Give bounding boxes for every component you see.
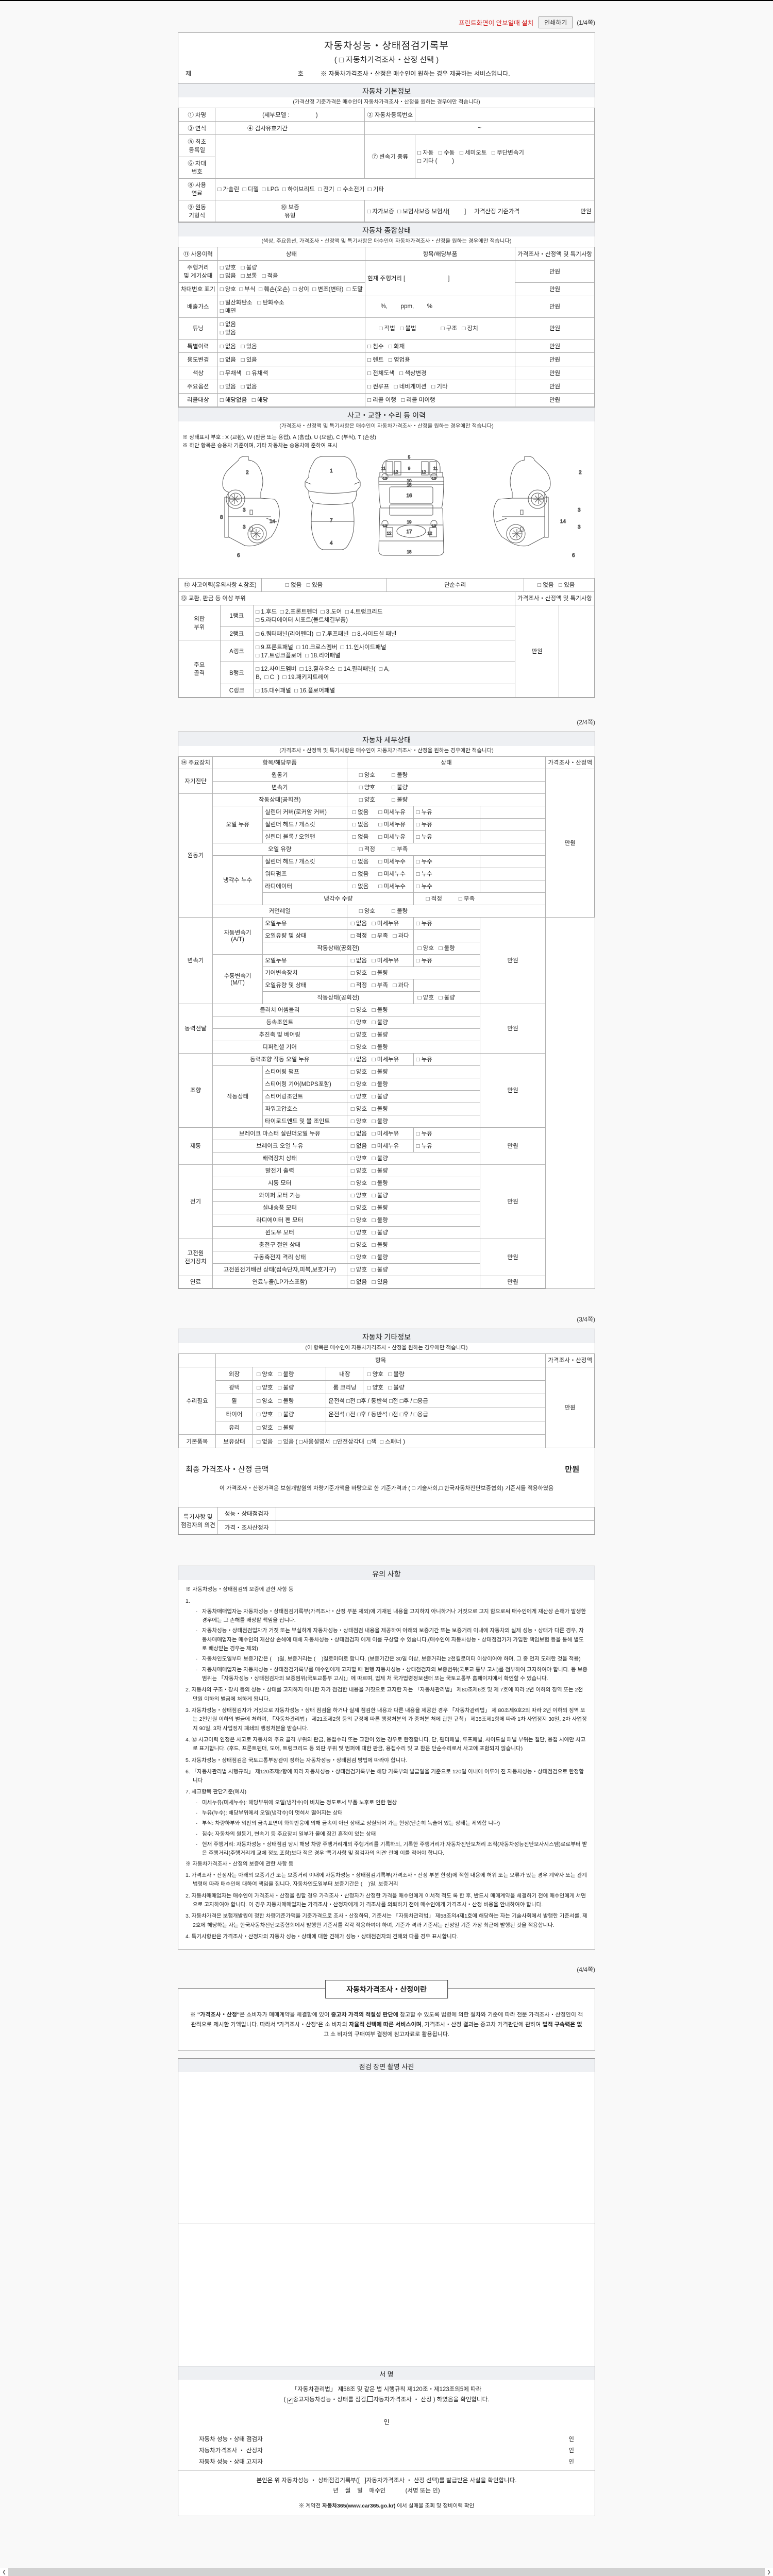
svg-text:1: 1 <box>330 468 333 474</box>
svg-text:3: 3 <box>578 524 581 530</box>
svg-text:13: 13 <box>432 476 436 481</box>
svg-text:15: 15 <box>407 483 412 487</box>
svg-text:13: 13 <box>383 476 387 481</box>
svg-text:2: 2 <box>579 470 582 476</box>
svg-text:2: 2 <box>246 470 249 476</box>
svg-text:12: 12 <box>387 531 392 536</box>
svg-text:11: 11 <box>433 466 438 471</box>
svg-text:8: 8 <box>220 515 223 520</box>
svg-text:14: 14 <box>560 519 566 524</box>
svg-text:12: 12 <box>428 531 432 536</box>
svg-text:12: 12 <box>422 470 426 474</box>
svg-text:12: 12 <box>394 470 398 474</box>
svg-text:16: 16 <box>406 493 412 499</box>
svg-text:3: 3 <box>578 507 581 513</box>
svg-text:13: 13 <box>383 523 387 528</box>
svg-text:13: 13 <box>432 523 436 528</box>
svg-text:6: 6 <box>237 553 240 558</box>
svg-text:14: 14 <box>270 519 276 524</box>
svg-text:7: 7 <box>330 518 333 523</box>
svg-text:3: 3 <box>243 507 246 513</box>
svg-text:17: 17 <box>406 529 412 535</box>
svg-text:4: 4 <box>330 540 333 546</box>
svg-text:6: 6 <box>572 553 575 558</box>
svg-text:11: 11 <box>381 466 386 471</box>
svg-text:9: 9 <box>408 466 411 471</box>
svg-text:5: 5 <box>408 455 411 460</box>
svg-text:18: 18 <box>407 550 412 554</box>
svg-text:19: 19 <box>407 520 412 524</box>
svg-text:3: 3 <box>243 524 246 530</box>
